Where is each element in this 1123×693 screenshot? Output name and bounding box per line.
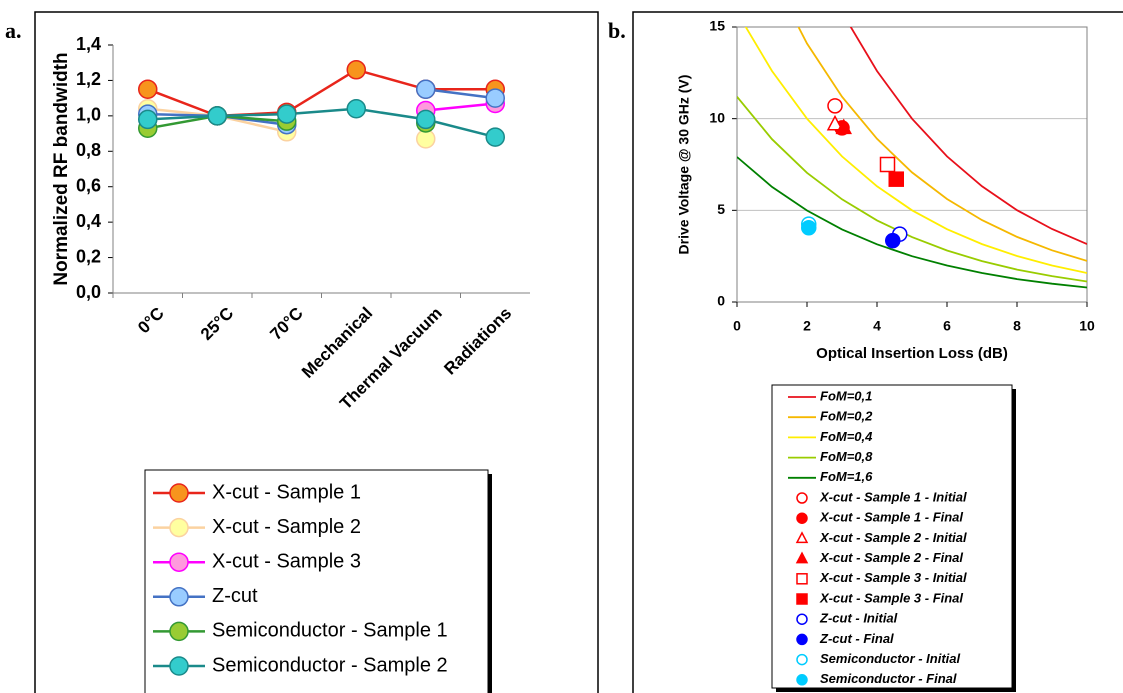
series-line [737,156,1087,289]
plot-series [138,60,505,149]
series-line [147,107,496,139]
legend-marker [169,483,189,503]
legend-label: X-cut - Sample 2 - Final [819,550,963,565]
y-tick-label: 10 [709,109,725,125]
legend-label: X-cut - Sample 3 - Final [819,590,963,605]
y-tick-label: 0,6 [76,175,101,195]
x-tick-label: 0°C [134,304,168,338]
marker [826,114,844,131]
y-axis-label: Drive Voltage @ 30 GHz (V) [676,75,692,255]
series-line [797,27,1087,262]
x-tick-label: Radiations [440,304,515,379]
legend-label: X-cut - Sample 2 - Initial [819,530,967,545]
legend-marker [169,517,189,538]
marker [827,98,843,114]
marker [879,156,896,173]
x-tick-label: 10 [1079,318,1095,334]
legend-label: FoM=1,6 [820,469,873,484]
x-tick-label: 6 [943,318,951,334]
marker [346,60,366,80]
panel-b-frame [632,11,1123,693]
legend-marker [796,492,808,504]
y-tick-label: 1,0 [76,105,101,125]
legend-label: Z-cut [212,585,258,607]
marker [888,171,904,187]
x-tick-label: 4 [873,318,881,334]
legend-label: Semiconductor - Sample 2 [212,654,448,676]
legend-box [144,469,489,693]
panel-label: b. [608,18,626,43]
marker [801,220,817,236]
series-line [737,96,1087,283]
legend-marker [795,531,809,544]
marker [207,106,227,126]
x-tick-label: 25°C [197,304,237,344]
legend-marker [795,551,809,564]
legend-label: X-cut - Sample 3 [212,550,361,572]
legend-box [771,384,1013,689]
y-tick-label: 0,4 [76,211,101,231]
series-line [147,68,496,118]
legend-marker [169,552,189,572]
legend-label: Z-cut - Final [819,631,894,646]
legend-label: Semiconductor - Initial [820,651,961,666]
legend-marker [169,621,189,642]
legend-label: FoM=0,2 [820,409,873,424]
legend-label: Semiconductor - Sample 1 [212,620,448,642]
legend-label: Z-cut - Initial [819,611,898,626]
panel-label: a. [5,18,22,43]
y-axis-label: Normalized RF bandwidth [51,52,72,285]
marker [416,79,436,100]
x-tick-label: 8 [1013,318,1021,334]
legend-label: X-cut - Sample 1 [212,481,361,503]
legend-label: Semiconductor - Final [820,671,957,686]
marker [138,79,158,100]
legend-label: X-cut - Sample 1 - Initial [819,489,967,504]
plot-series [737,27,1087,289]
panel-a-frame [34,11,599,693]
y-tick-label: 15 [709,18,725,34]
y-tick-label: 0,0 [76,282,101,302]
y-tick-label: 0 [717,293,725,309]
marker [835,118,852,135]
marker [346,99,366,119]
y-tick-label: 5 [717,201,725,217]
legend-marker [796,653,808,666]
marker [138,109,158,130]
x-axis-label: Optical Insertion Loss (dB) [816,345,1008,362]
legend-marker [796,633,808,646]
y-tick-label: 1,2 [76,69,101,89]
x-tick-label: 0 [733,318,741,334]
legend-marker [796,573,808,585]
y-tick-label: 1,4 [76,34,101,54]
series-line [744,27,1087,274]
y-tick-label: 0,8 [76,140,101,160]
legend-label: FoM=0,4 [820,429,873,444]
legend-label: FoM=0,1 [820,388,872,403]
legend-marker [796,613,808,625]
legend-marker [796,512,808,524]
y-tick-label: 0,2 [76,246,101,266]
series-line [849,27,1087,245]
x-tick-label: 70°C [266,304,306,344]
marker [416,109,436,130]
legend-label: FoM=0,8 [820,449,873,464]
legend-marker [169,587,189,607]
marker [485,127,505,147]
legend-label: X-cut - Sample 1 - Final [819,510,963,525]
marker [885,232,901,249]
series-line [425,102,496,112]
marker [277,104,297,124]
legend-label: X-cut - Sample 2 [212,516,361,538]
x-tick-label: 2 [803,318,811,334]
legend-marker [796,593,808,605]
marker [485,88,505,108]
legend-marker [796,674,808,686]
legend-label: X-cut - Sample 3 - Initial [819,570,967,585]
legend-marker [169,656,189,676]
